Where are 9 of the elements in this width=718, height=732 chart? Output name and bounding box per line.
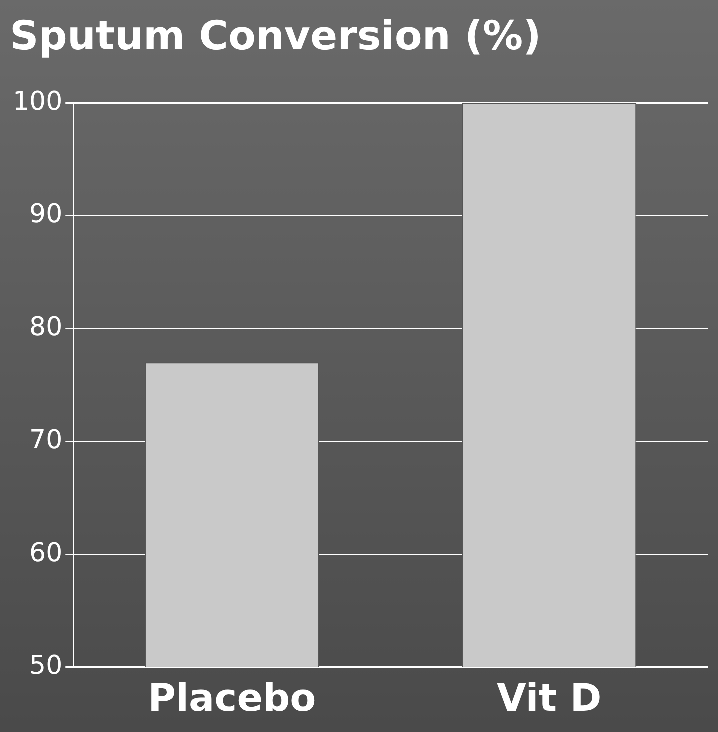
- y-tick-label: 50: [30, 651, 63, 682]
- y-tick-label: 100: [12, 86, 63, 117]
- y-tick-label: 60: [30, 538, 63, 568]
- x-tick-label: Placebo: [148, 676, 316, 720]
- y-tick-label: 80: [30, 312, 63, 343]
- chart-title: Sputum Conversion (%): [10, 13, 542, 60]
- y-tick-label: 70: [30, 425, 63, 456]
- y-tick-label: 90: [30, 200, 63, 230]
- x-tick-label: Vit D: [497, 676, 602, 720]
